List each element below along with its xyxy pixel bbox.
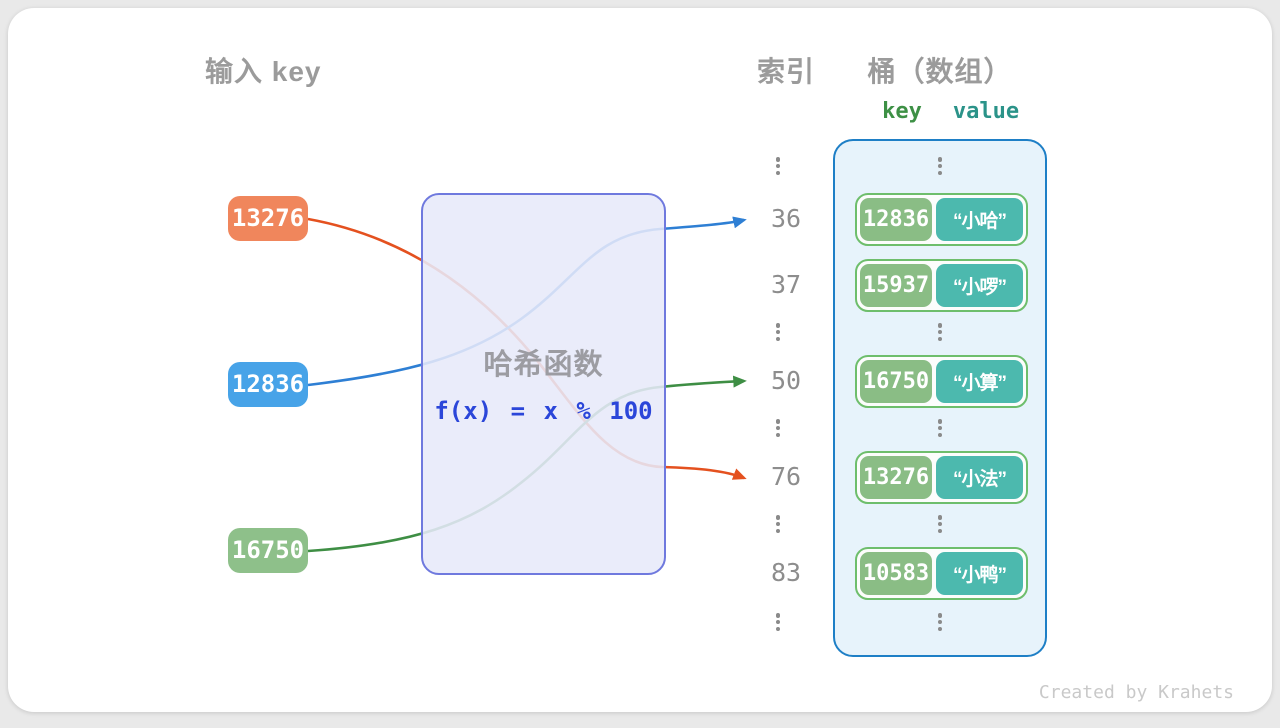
- bucket-ellipsis: [932, 515, 948, 533]
- input-key-title: 输入 key: [205, 56, 322, 87]
- input-key-13276: 13276: [228, 196, 308, 241]
- bucket-entry: 16750 “小算”: [855, 355, 1028, 408]
- index-ellipsis: [770, 515, 786, 533]
- bucket-ellipsis: [932, 613, 948, 631]
- index-title: 索引: [756, 56, 815, 87]
- bucket-entry-value: “小啰”: [936, 264, 1023, 307]
- bucket-ellipsis: [932, 419, 948, 437]
- index-ellipsis: [770, 613, 786, 631]
- input-key-12836: 12836: [228, 362, 308, 407]
- bucket-ellipsis: [932, 157, 948, 175]
- hash-function-title: 哈希函数: [483, 349, 604, 381]
- index-83: 83: [770, 558, 802, 587]
- bucket-entry: 15937 “小啰”: [855, 259, 1028, 312]
- bucket-entry-key: 12836: [860, 198, 932, 241]
- index-50: 50: [770, 366, 802, 395]
- bucket-entry-value: “小鸭”: [936, 552, 1023, 595]
- bucket-entry: 12836 “小哈”: [855, 193, 1028, 246]
- bucket-entry-key: 15937: [860, 264, 932, 307]
- index-ellipsis: [770, 323, 786, 341]
- hash-function-box: 哈希函数 f(x) = x % 100: [421, 193, 666, 575]
- bucket-entry-value: “小算”: [936, 360, 1023, 403]
- index-ellipsis: [770, 419, 786, 437]
- bucket-entry-value: “小哈”: [936, 198, 1023, 241]
- index-ellipsis: [770, 157, 786, 175]
- bucket-entry: 13276 “小法”: [855, 451, 1028, 504]
- bucket-entry-value: “小法”: [936, 456, 1023, 499]
- credit-text: Created by Krahets: [1038, 682, 1234, 703]
- bucket-ellipsis: [932, 323, 948, 341]
- bucket-entry: 10583 “小鸭”: [855, 547, 1028, 600]
- index-76: 76: [770, 462, 802, 491]
- value-column-label: value: [952, 99, 1020, 124]
- bucket-entry-key: 13276: [860, 456, 932, 499]
- index-36: 36: [770, 204, 802, 233]
- input-key-16750: 16750: [228, 528, 308, 573]
- bucket-title: 桶（数组）: [867, 56, 1013, 87]
- index-37: 37: [770, 270, 802, 299]
- hash-function-formula: f(x) = x % 100: [434, 397, 653, 425]
- diagram-card: 输入 key 索引 桶（数组） key value 13276 12836 16…: [8, 8, 1272, 712]
- bucket-entry-key: 16750: [860, 360, 932, 403]
- bucket-entry-key: 10583: [860, 552, 932, 595]
- key-column-label: key: [882, 99, 922, 124]
